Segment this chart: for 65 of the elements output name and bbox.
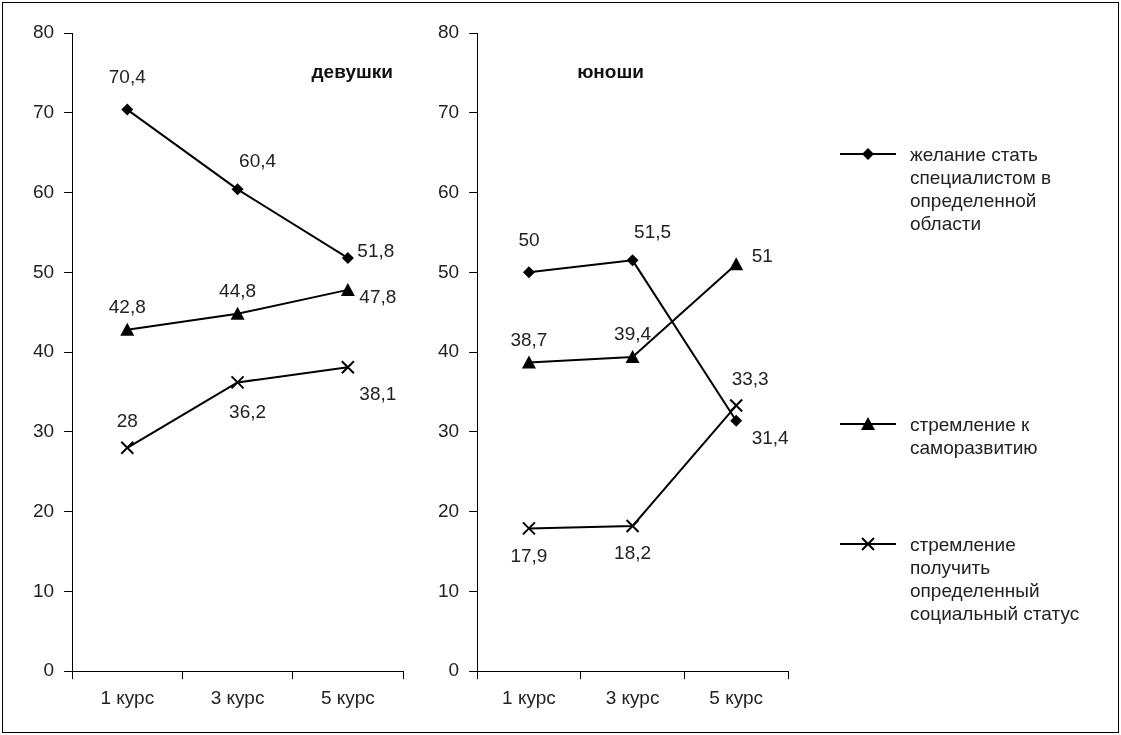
- point: [340, 282, 355, 296]
- data-label: 44,8: [219, 280, 257, 302]
- data-label: 42,8: [108, 296, 146, 317]
- legend-label: стремление получить определенный социальный статус: [910, 533, 1081, 625]
- y-tick-label: 30: [32, 420, 55, 442]
- data-label: 38,1: [359, 383, 397, 405]
- y-tick-label: 30: [437, 420, 460, 442]
- data-label: 70,4: [108, 65, 147, 87]
- y-tick-label: 10: [32, 579, 55, 601]
- data-label: 38,7: [510, 328, 548, 350]
- point: [730, 414, 743, 427]
- y-tick-label: 10: [437, 579, 460, 601]
- x-tick-label: 5 курс: [709, 686, 764, 708]
- y-tick-label: 60: [32, 180, 55, 202]
- y-tick-label: 70: [32, 101, 55, 123]
- legend-label: желание стать специалистом в определенной области: [910, 143, 1053, 235]
- data-label: 31,4: [751, 426, 790, 448]
- legend-label: стремление к саморазвитию: [910, 413, 1039, 459]
- data-label: 33,3: [731, 367, 769, 389]
- text: девушки: [311, 61, 393, 83]
- y-tick-label: 60: [437, 180, 460, 202]
- x-tick-label: 1 курс: [100, 686, 155, 708]
- point: [729, 398, 744, 413]
- point: [522, 266, 535, 279]
- point: [340, 360, 355, 375]
- y-tick-label: 70: [437, 101, 460, 123]
- point: [521, 355, 536, 369]
- data-label: 18,2: [614, 542, 652, 564]
- data-label: 47,8: [359, 286, 397, 308]
- y-tick-label: 50: [437, 260, 460, 282]
- data-label: 17,9: [510, 544, 548, 566]
- point: [231, 183, 244, 196]
- x-tick-label: 5 курс: [320, 686, 375, 708]
- point: [230, 375, 245, 390]
- y-tick-label: 0: [43, 659, 55, 681]
- y-tick-label: 50: [32, 260, 55, 282]
- y-tick-label: 80: [32, 21, 55, 43]
- y-tick-label: 40: [437, 340, 460, 362]
- y-tick-label: 0: [448, 659, 460, 681]
- data-label: 51: [751, 244, 773, 266]
- y-tick-label: 20: [437, 499, 460, 521]
- y-tick-label: 20: [32, 499, 55, 521]
- text: юноши: [577, 61, 644, 83]
- point: [120, 440, 135, 455]
- data-label: 60,4: [239, 149, 277, 171]
- data-label: 51,5: [634, 220, 672, 242]
- y-tick-label: 80: [437, 21, 460, 43]
- point: [626, 254, 639, 267]
- data-label: 36,2: [229, 400, 267, 422]
- x-tick-label: 1 курс: [502, 686, 556, 708]
- y-tick-label: 40: [32, 340, 55, 362]
- point: [625, 519, 640, 534]
- x-tick-label: 3 курс: [605, 686, 660, 708]
- x-tick-label: 3 курс: [210, 686, 265, 708]
- point: [521, 521, 536, 536]
- point: [120, 322, 135, 336]
- data-label: 39,4: [614, 323, 652, 345]
- data-label: 51,8: [357, 240, 395, 262]
- point: [230, 306, 245, 320]
- data-label: 50: [518, 228, 540, 250]
- point: [121, 103, 134, 116]
- point: [341, 251, 354, 264]
- point: [729, 257, 744, 271]
- point: [625, 349, 640, 363]
- data-label: 28: [116, 410, 138, 432]
